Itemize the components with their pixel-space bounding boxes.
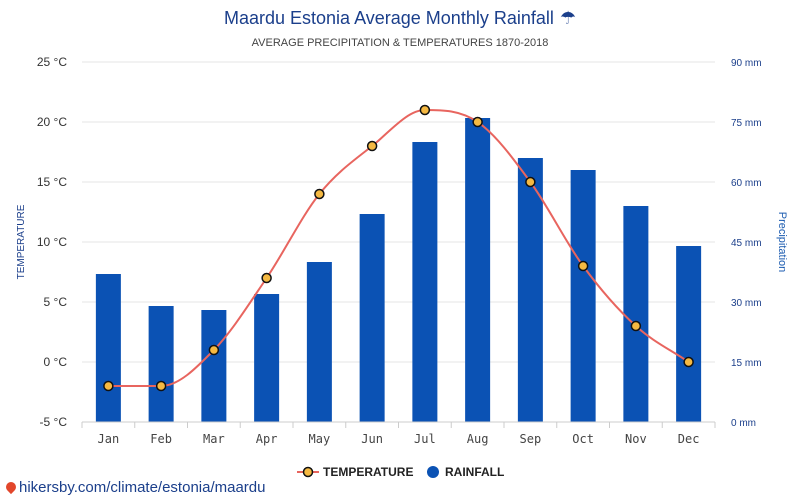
legend-temperature-label: TEMPERATURE: [323, 465, 413, 479]
rainfall-bar: [359, 214, 385, 422]
rainfall-bar: [623, 206, 649, 422]
rainfall-bar: [517, 158, 543, 422]
rainfall-bar: [306, 262, 332, 422]
temperature-point: [525, 176, 536, 188]
temperature-point: [419, 104, 431, 116]
temperature-point: [630, 320, 642, 332]
right-tick-label: 45 mm: [731, 238, 762, 249]
x-tick-label: Aug: [467, 432, 489, 446]
left-tick-label: 15 °C: [37, 175, 67, 189]
x-tick-label: Jan: [98, 432, 120, 446]
x-tick-label: Sep: [520, 432, 542, 446]
x-tick-label: Mar: [203, 432, 225, 446]
rainfall-bar: [570, 170, 596, 422]
chart-title-text: Maardu Estonia Average Monthly Rainfall: [224, 8, 554, 28]
legend-rainfall-marker: [427, 466, 439, 478]
x-tick-label: Jul: [414, 432, 436, 446]
rainfall-bar: [148, 306, 174, 422]
right-tick-label: 30 mm: [731, 298, 762, 309]
left-tick-label: 5 °C: [44, 295, 68, 309]
right-tick-label: 0 mm: [731, 418, 756, 429]
temperature-line: [103, 104, 694, 392]
right-axis-title: Precipitation: [776, 212, 788, 273]
temperature-point: [314, 188, 325, 200]
x-tick-label: Apr: [256, 432, 278, 446]
source-link-text: hikersby.com/climate/estonia/maardu: [19, 479, 266, 496]
temperature-point: [208, 344, 220, 356]
right-tick-label: 60 mm: [731, 178, 762, 189]
x-tick-label: Dec: [678, 432, 700, 446]
temperature-point: [683, 356, 694, 368]
grid: [82, 61, 715, 423]
left-axis-title: TEMPERATURE: [16, 204, 27, 279]
umbrella-icon: ☂: [560, 8, 576, 28]
left-tick-label: 25 °C: [37, 55, 67, 69]
temperature-curve: [108, 108, 690, 387]
left-tick-label: 10 °C: [37, 235, 67, 249]
x-tick-label: May: [309, 432, 331, 446]
axes: -5 °C 0 °C 5 °C 10 °C 15 °C 20 °C 25 °C 0 mm 15 …: [37, 55, 762, 446]
rainfall-bar: [465, 118, 491, 422]
rainfall-bar: [254, 294, 280, 422]
rainfall-bar: [95, 274, 121, 422]
legend-temperature-marker: [302, 466, 314, 478]
map-pin-icon: [3, 479, 19, 495]
source-link[interactable]: hikersby.com/climate/estonia/maardu: [3, 479, 266, 496]
temperature-point: [366, 140, 378, 152]
right-tick-label: 90 mm: [731, 58, 762, 69]
rainfall-bar: [201, 310, 227, 422]
temperature-point: [155, 380, 167, 392]
left-tick-label: -5 °C: [40, 415, 68, 429]
x-tick-label: Jun: [361, 432, 383, 446]
chart-subtitle: AVERAGE PRECIPITATION & TEMPERATURES 187…: [252, 37, 549, 49]
x-tick-label: Oct: [572, 432, 594, 446]
temperature-point: [472, 116, 483, 128]
x-tick-label: Feb: [150, 432, 172, 446]
right-tick-label: 75 mm: [731, 118, 762, 129]
rainfall-bar: [412, 142, 438, 422]
left-tick-label: 20 °C: [37, 115, 67, 129]
temperature-point: [103, 380, 114, 392]
chart-title: Maardu Estonia Average Monthly Rainfall ☂: [224, 8, 576, 28]
x-tick-label: Nov: [625, 432, 647, 446]
legend: TEMPERATURE RAINFALL: [297, 465, 504, 479]
left-tick-label: 0 °C: [44, 355, 68, 369]
rainfall-bar: [676, 246, 702, 422]
right-tick-label: 15 mm: [731, 358, 762, 369]
temperature-point: [261, 272, 272, 284]
temperature-point: [577, 260, 589, 272]
legend-rainfall-label: RAINFALL: [445, 465, 504, 479]
rainfall-bars: [95, 118, 702, 422]
